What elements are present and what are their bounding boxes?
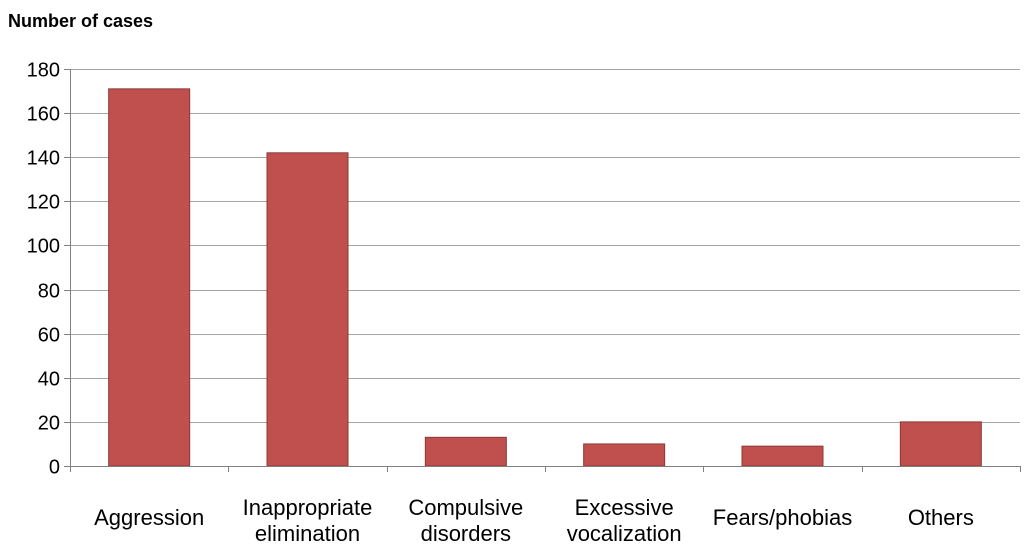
bar <box>266 152 349 467</box>
x-tick-label-line: Aggression <box>94 505 204 530</box>
x-tick-label: Aggression <box>94 505 204 530</box>
x-tick-label-line: Others <box>908 505 974 530</box>
x-tick-label-line: vocalization <box>567 521 682 546</box>
y-tick-label: 140 <box>27 148 60 170</box>
y-tick-label: 100 <box>27 236 60 258</box>
gridlines <box>70 69 1020 423</box>
bar <box>899 421 982 467</box>
x-tick-label: Excessive vocalization <box>567 495 682 546</box>
x-tick-label-line: Fears/phobias <box>713 505 852 530</box>
x-tick-labels: Aggression Inappropriate elimination Compul… <box>94 495 974 546</box>
bar <box>108 88 191 467</box>
y-tick-label: 20 <box>38 413 60 435</box>
x-tick-label-line: Inappropriate <box>243 495 373 520</box>
bars <box>108 88 982 467</box>
x-tick-label-line: Compulsive <box>408 495 523 520</box>
y-tick-label: 120 <box>27 192 60 214</box>
y-tick-label: 40 <box>38 369 60 391</box>
x-tick-label: Inappropriate elimination <box>243 495 373 546</box>
y-tick-labels: 0 20 40 60 80 100 120 140 160 180 <box>27 60 60 479</box>
x-tick-label-line: Excessive <box>575 495 674 520</box>
y-tick-label: 80 <box>38 281 60 303</box>
bar <box>741 445 824 467</box>
bar <box>424 436 507 467</box>
y-tick-label: 180 <box>27 60 60 82</box>
chart-title: Number of cases <box>8 11 153 31</box>
x-tick-label-line: elimination <box>255 521 360 546</box>
x-tick-label-line: disorders <box>421 521 511 546</box>
x-tick-label: Others <box>908 505 974 530</box>
y-tick-label: 60 <box>38 325 60 347</box>
bar <box>583 443 666 467</box>
x-tick-label: Fears/phobias <box>713 505 852 530</box>
y-tick-label: 0 <box>49 457 60 479</box>
x-tick-label: Compulsive disorders <box>408 495 523 546</box>
y-tick-label: 160 <box>27 104 60 126</box>
axes <box>64 69 1021 472</box>
